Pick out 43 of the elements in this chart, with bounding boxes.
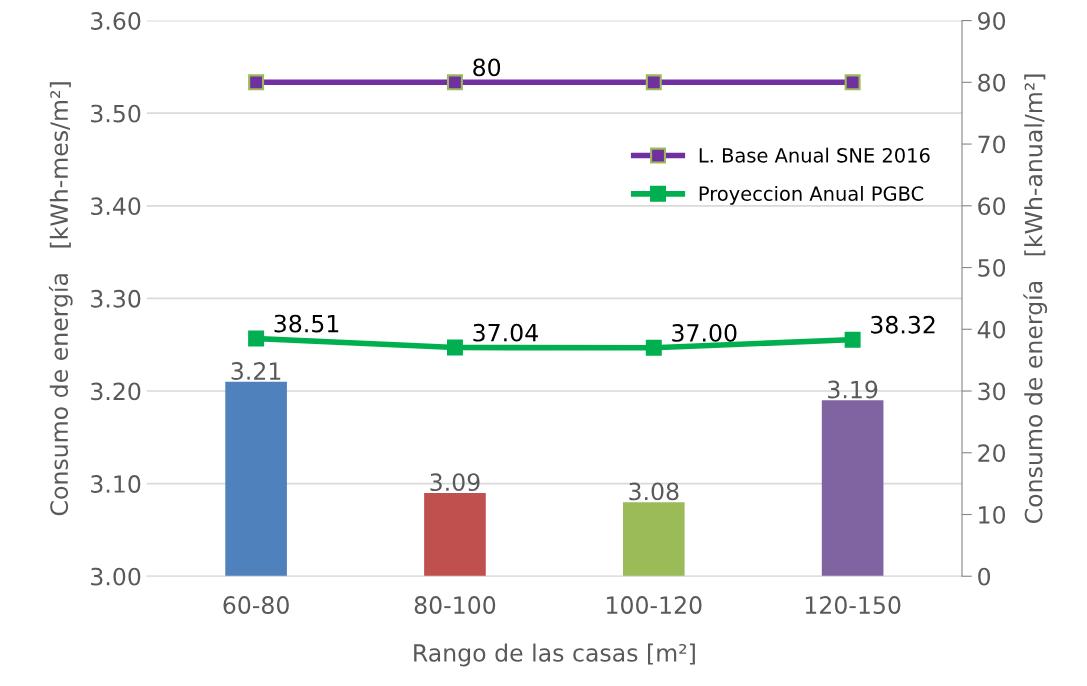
data-label: 37.00 [672,323,737,342]
data-label: 38.51 [274,314,339,333]
data-label: 37.04 [473,323,538,342]
point [645,339,662,356]
y-axis-title: Consumo de energía [kWh-mes/m²] [48,82,73,516]
x-tick-label: 120-150 [805,596,901,614]
x-tick-label: 80-100 [414,596,496,614]
y2-tick-label: 20 [978,444,1006,463]
data-label: 3.09 [430,473,480,492]
data-label: 3.19 [828,380,878,399]
y-tick-label: 3.50 [91,104,141,123]
y2-tick-label: 30 [978,382,1006,401]
y-tick-label: 3.10 [91,475,141,493]
point [645,74,662,91]
y-tick-label: 3.00 [91,567,141,586]
y2-axis-title: Consumo de energía [kWh-anual/m²] [1023,74,1048,523]
y2-tick-label: 60 [978,197,1006,216]
y2-tick-label: 80 [978,73,1006,92]
y-tick-label: 3.60 [91,12,141,30]
data-label: 80 [473,58,501,77]
x-tick-label: 60-80 [223,596,289,614]
point [248,74,265,91]
data-label: 3.08 [629,482,679,501]
legend-label: Proyeccion Anual PGBC [699,185,924,205]
y2-tick-label: 10 [979,505,1006,524]
point [844,331,861,348]
data-label: 38.32 [871,315,935,334]
y2-tick-label: 70 [978,135,1006,154]
data-label: 3.21 [231,362,281,380]
y2-tick-label: 40 [977,320,1006,339]
point [248,330,265,347]
point [446,339,463,356]
y-tick-label: 3.20 [91,382,141,401]
point [844,74,861,91]
y-tick-label: 3.40 [91,197,141,216]
y2-tick-label: 0 [978,567,991,586]
y2-tick-label: 50 [978,258,1006,277]
x-tick-label: 100-120 [607,596,702,614]
legend-label: L. Base Anual SNE 2016 [699,147,930,163]
x-axis-title: Rango de las casas [m²] [414,643,695,667]
y-tick-label: 3.30 [91,289,141,308]
point [446,74,463,91]
y2-tick-label: 90 [978,12,1006,30]
